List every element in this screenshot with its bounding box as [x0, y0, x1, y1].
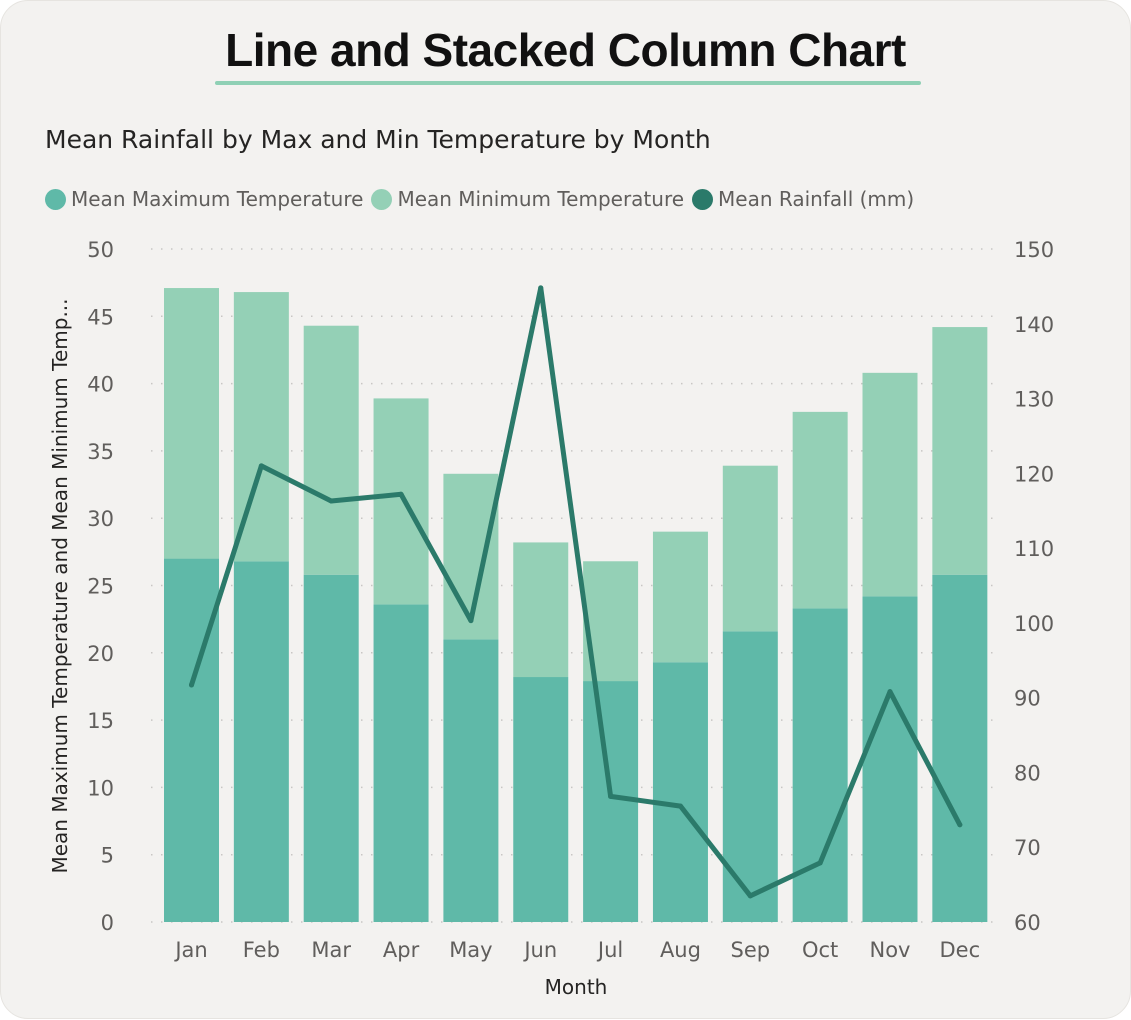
bar-max-temp — [652, 662, 708, 922]
bar-max-temp — [443, 639, 499, 922]
bar-min-temp — [164, 288, 219, 559]
y2-tick-label: 60 — [1014, 911, 1041, 935]
y2-tick-label: 90 — [1014, 687, 1041, 711]
y-tick-label: 5 — [101, 844, 114, 868]
rainfall-point — [468, 618, 474, 624]
rainfall-point — [677, 803, 683, 809]
bar-max-temp — [722, 631, 778, 922]
y2-tick-label: 130 — [1014, 388, 1054, 412]
bar-max-temp — [513, 677, 569, 922]
y-tick-label: 15 — [87, 709, 114, 733]
y-tick-label: 45 — [87, 305, 114, 329]
rainfall-point — [608, 793, 614, 799]
rainfall-point — [328, 498, 334, 504]
x-tick-label: Sep — [731, 938, 771, 962]
bar-min-temp — [792, 411, 848, 609]
legend-label: Mean Minimum Temperature — [397, 187, 685, 211]
x-tick-label: May — [449, 938, 492, 962]
bar-max-temp — [792, 608, 848, 922]
legend-item-rain[interactable]: Mean Rainfall (mm) — [692, 187, 914, 211]
bar-min-temp — [932, 327, 988, 575]
rainfall-point — [887, 689, 893, 695]
bar-min-temp — [862, 372, 918, 597]
legend-dot-icon — [45, 188, 66, 210]
rainfall-point — [538, 285, 544, 291]
bar-max-temp — [932, 574, 988, 922]
bar-max-temp — [862, 596, 918, 922]
y-axis-title: Mean Maximum Temperature and Mean Minimu… — [48, 298, 72, 873]
rainfall-point — [817, 860, 823, 866]
chart-title: Mean Rainfall by Max and Min Temperature… — [45, 125, 711, 154]
bar-max-temp — [373, 604, 429, 922]
y-tick-label: 30 — [87, 507, 114, 531]
y2-tick-label: 150 — [1014, 238, 1054, 262]
rainfall-point — [398, 491, 404, 497]
legend-dot-icon — [692, 188, 714, 210]
bar-max-temp — [233, 561, 289, 922]
x-tick-label: Mar — [311, 938, 351, 962]
bar-min-temp — [303, 325, 359, 575]
y2-tick-label: 80 — [1014, 761, 1041, 785]
bar-min-temp — [652, 531, 708, 663]
page-title: Line and Stacked Column Chart — [225, 24, 906, 76]
x-tick-label: Feb — [243, 938, 280, 962]
x-tick-label: Apr — [383, 938, 420, 962]
y-tick-label: 50 — [87, 238, 114, 262]
legend-label: Mean Rainfall (mm) — [718, 187, 915, 211]
bar-min-temp — [513, 542, 569, 678]
rainfall-point — [957, 822, 963, 828]
rainfall-line — [189, 285, 963, 899]
x-tick-label: Jun — [522, 938, 557, 962]
x-tick-label: Aug — [660, 938, 701, 962]
title-underline — [215, 81, 921, 85]
bar-max-temp — [303, 574, 359, 922]
y2-tick-label: 140 — [1014, 313, 1054, 337]
x-axis-title: Month — [545, 975, 608, 999]
rainfall-point — [258, 463, 264, 469]
bar-min-temp — [722, 465, 778, 632]
rainfall-point — [189, 682, 194, 688]
y-tick-label: 40 — [87, 373, 114, 397]
legend-label: Mean Maximum Temperature — [71, 187, 364, 211]
legend-item-max[interactable]: Mean Maximum Temperature — [45, 187, 363, 211]
legend-dot-icon — [371, 188, 393, 210]
x-tick-label: Jul — [596, 938, 623, 962]
rainfall-point — [747, 893, 753, 899]
x-tick-label: Oct — [802, 938, 838, 962]
y2-tick-label: 110 — [1014, 537, 1054, 561]
x-tick-label: Nov — [870, 938, 911, 962]
y2-tick-label: 100 — [1014, 612, 1054, 636]
y-tick-label: 20 — [87, 642, 114, 666]
y-tick-label: 35 — [87, 440, 114, 464]
y-tick-label: 0 — [101, 911, 114, 935]
bar-max-temp — [164, 558, 219, 922]
y-tick-label: 25 — [87, 575, 114, 599]
legend-item-min[interactable]: Mean Minimum Temperature — [371, 187, 684, 211]
bar-min-temp — [373, 398, 429, 605]
y2-tick-label: 120 — [1014, 462, 1054, 486]
bar-max-temp — [583, 681, 639, 922]
legend: Mean Maximum Temperature Mean Minimum Te… — [45, 187, 922, 211]
y-tick-label: 10 — [87, 776, 114, 800]
y2-tick-label: 70 — [1014, 836, 1041, 860]
x-tick-label: Jan — [173, 938, 207, 962]
x-tick-label: Dec — [940, 938, 981, 962]
